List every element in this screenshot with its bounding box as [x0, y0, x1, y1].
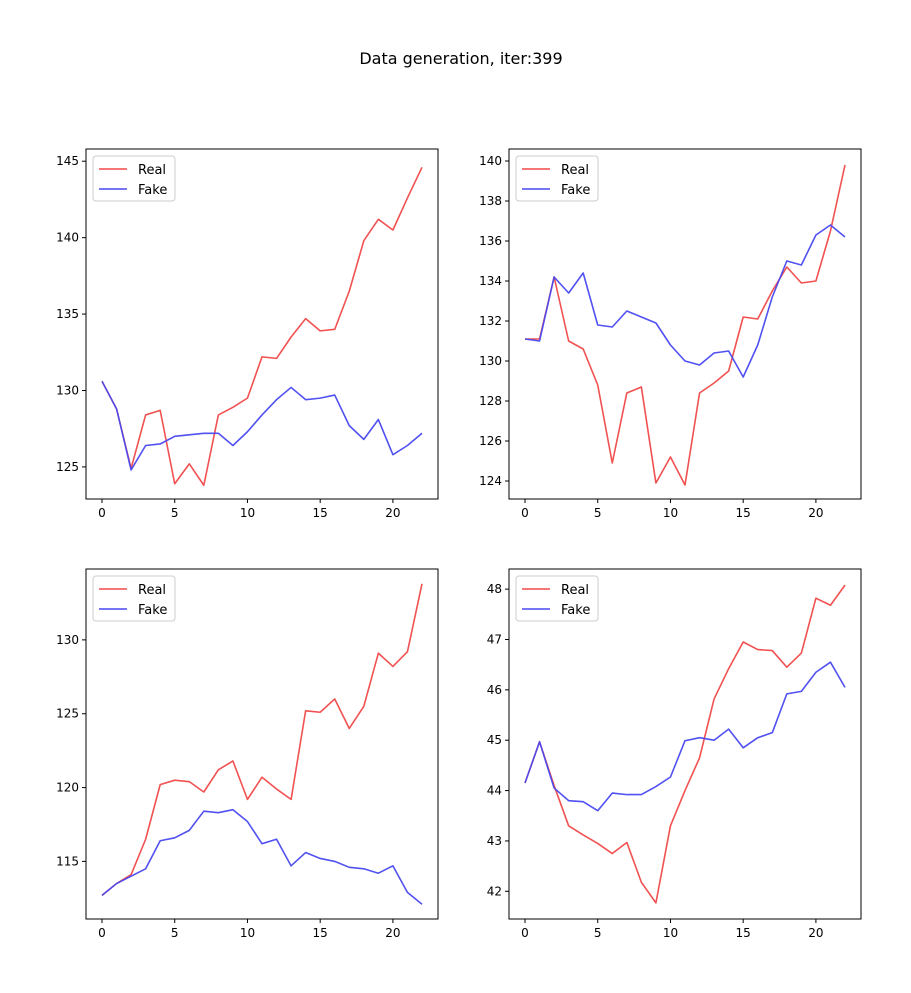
y-tick-label: 115: [56, 854, 79, 868]
y-tick-label: 145: [56, 154, 79, 168]
x-tick-label: 15: [313, 926, 328, 940]
legend-label-fake: Fake: [561, 603, 590, 618]
axes-frame: [508, 148, 862, 500]
y-tick-label: 124: [479, 474, 502, 488]
x-tick-label: 20: [385, 926, 400, 940]
y-tick-label: 130: [56, 633, 79, 647]
x-tick-label: 15: [736, 506, 751, 520]
y-tick-label: 130: [56, 383, 79, 397]
axes-frame: [85, 148, 439, 500]
x-tick-label: 0: [98, 926, 106, 940]
y-tick-label: 45: [487, 733, 502, 747]
legend: Real Fake: [515, 155, 599, 202]
y-tick-label: 126: [479, 434, 502, 448]
x-tick-label: 10: [240, 926, 255, 940]
subplot-1: 0 5 10 15 20 125 130 135 140 145 Real Fake: [56, 148, 439, 520]
y-tick-label: 43: [487, 834, 502, 848]
series-line-real: [101, 166, 423, 487]
legend: Real Fake: [515, 575, 599, 622]
x-tick-label: 20: [808, 506, 823, 520]
legend-label-fake: Fake: [561, 183, 590, 198]
x-tick-label: 10: [240, 506, 255, 520]
x-tick-label: 10: [663, 506, 678, 520]
y-tick-label: 44: [487, 784, 502, 798]
axes-frame: [508, 568, 862, 920]
y-tick-label: 140: [479, 154, 502, 168]
x-tick-label: 0: [98, 506, 106, 520]
x-tick-label: 5: [594, 506, 602, 520]
legend: Real Fake: [92, 575, 176, 622]
axes-frame: [85, 568, 439, 920]
y-tick-label: 136: [479, 234, 502, 248]
series-line-real: [525, 164, 846, 486]
y-tick-label: 135: [56, 307, 79, 321]
legend-label-real: Real: [138, 583, 166, 598]
subplot-2: 0 5 10 15 20 124 126 128 130 132 134 136 138 140 Real F…: [479, 148, 862, 520]
subplots: 0 5 10 15 20 125 130 135 140 145 Real Fake 0 5 10 15 20 1…: [56, 148, 862, 940]
x-tick-label: 0: [521, 506, 529, 520]
x-tick-label: 15: [313, 506, 328, 520]
x-tick-label: 5: [171, 506, 179, 520]
legend: Real Fake: [92, 155, 176, 202]
legend-label-fake: Fake: [138, 183, 167, 198]
y-tick-label: 132: [479, 314, 502, 328]
subplot-4: 0 5 10 15 20 42 43 44 45 46 47 48 Real Fake: [487, 568, 862, 940]
y-tick-label: 120: [56, 781, 79, 795]
series-line-real: [101, 583, 423, 896]
y-tick-label: 140: [56, 231, 79, 245]
y-tick-label: 138: [479, 194, 502, 208]
x-tick-label: 20: [385, 506, 400, 520]
y-tick-label: 130: [479, 354, 502, 368]
x-tick-label: 5: [594, 926, 602, 940]
figure-title: Data generation, iter:399: [359, 49, 562, 68]
legend-label-real: Real: [561, 163, 589, 178]
series-line-real: [524, 584, 846, 904]
x-tick-label: 5: [171, 926, 179, 940]
x-tick-label: 0: [521, 926, 529, 940]
y-tick-label: 48: [487, 582, 502, 596]
y-tick-label: 46: [487, 683, 502, 697]
y-tick-label: 128: [479, 394, 502, 408]
y-tick-label: 134: [479, 274, 502, 288]
series-line-fake: [524, 661, 846, 812]
subplot-3: 0 5 10 15 20 115 120 125 130 Real Fake: [56, 568, 439, 940]
x-tick-label: 15: [736, 926, 751, 940]
legend-label-fake: Fake: [138, 603, 167, 618]
legend-label-real: Real: [138, 163, 166, 178]
y-tick-label: 42: [487, 884, 502, 898]
y-tick-label: 47: [487, 633, 502, 647]
legend-label-real: Real: [561, 583, 589, 598]
x-tick-label: 10: [663, 926, 678, 940]
x-tick-label: 20: [808, 926, 823, 940]
series-line-fake: [524, 224, 846, 378]
y-tick-label: 125: [56, 460, 79, 474]
series-line-fake: [101, 380, 423, 471]
y-tick-label: 125: [56, 707, 79, 721]
